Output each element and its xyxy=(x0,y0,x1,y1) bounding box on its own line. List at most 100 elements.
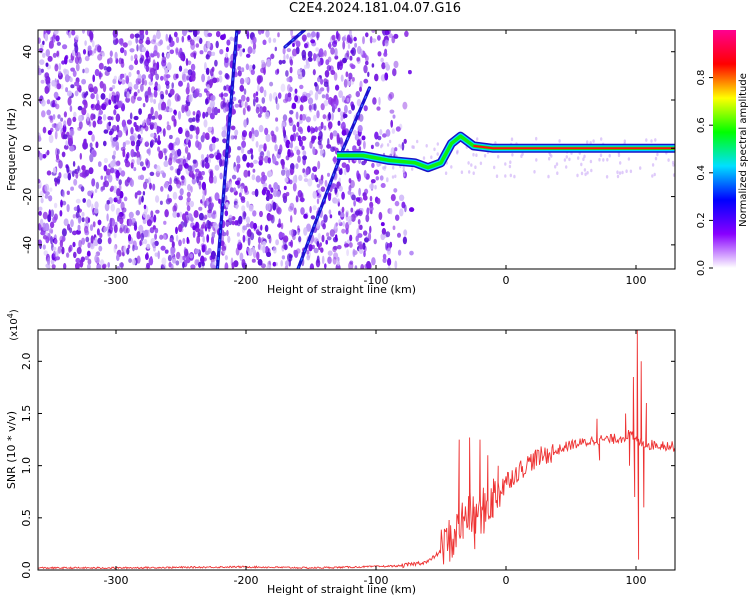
noise-speckle xyxy=(332,157,338,163)
noise-speckle xyxy=(313,247,319,254)
noise-speckle xyxy=(259,144,264,149)
noise-speckle xyxy=(305,116,311,123)
noise-speckle xyxy=(42,154,47,159)
noise-speckle xyxy=(456,149,459,154)
noise-speckle xyxy=(46,149,50,156)
noise-speckle xyxy=(312,166,318,173)
noise-speckle xyxy=(97,116,102,121)
noise-speckle xyxy=(236,232,240,237)
noise-speckle xyxy=(394,200,400,207)
noise-speckle xyxy=(548,152,552,157)
noise-speckle xyxy=(290,215,293,223)
noise-speckle xyxy=(306,249,310,255)
noise-speckle xyxy=(293,207,297,215)
noise-speckle xyxy=(251,258,256,263)
noise-speckle xyxy=(239,77,245,85)
noise-speckle xyxy=(269,81,274,87)
noise-speckle xyxy=(141,74,146,80)
noise-speckle xyxy=(297,229,300,235)
x-tick-label: 0 xyxy=(503,274,510,287)
noise-speckle xyxy=(128,211,134,219)
noise-speckle xyxy=(202,235,205,243)
noise-speckle xyxy=(247,170,251,177)
noise-speckle xyxy=(218,198,221,204)
noise-speckle xyxy=(224,210,229,217)
noise-speckle xyxy=(351,104,355,111)
noise-speckle xyxy=(198,261,202,268)
noise-speckle xyxy=(159,39,163,45)
noise-speckle xyxy=(246,200,250,208)
noise-speckle xyxy=(154,110,159,120)
noise-speckle xyxy=(145,64,150,73)
noise-speckle xyxy=(325,93,329,100)
noise-speckle xyxy=(200,154,205,160)
noise-speckle xyxy=(362,242,366,250)
noise-speckle xyxy=(298,174,303,181)
noise-speckle xyxy=(123,224,128,234)
noise-speckle xyxy=(60,83,64,90)
noise-speckle xyxy=(280,83,286,93)
noise-speckle xyxy=(149,140,154,148)
noise-speckle xyxy=(580,171,584,176)
colorbar-tick-label: 0.6 xyxy=(696,117,707,133)
noise-speckle xyxy=(206,53,209,60)
noise-speckle xyxy=(45,49,50,57)
noise-speckle xyxy=(335,30,339,40)
noise-speckle xyxy=(374,73,379,82)
noise-speckle xyxy=(653,172,656,177)
noise-speckle xyxy=(237,239,241,245)
noise-speckle xyxy=(55,35,60,42)
noise-speckle xyxy=(201,244,206,253)
noise-speckle xyxy=(317,60,322,67)
noise-speckle xyxy=(331,183,337,189)
noise-speckle xyxy=(392,68,397,77)
noise-speckle xyxy=(155,209,160,214)
noise-speckle xyxy=(138,108,142,115)
noise-speckle xyxy=(160,93,165,100)
noise-speckle xyxy=(321,234,325,243)
noise-speckle xyxy=(268,214,274,221)
noise-speckle xyxy=(309,263,314,269)
noise-speckle xyxy=(386,143,390,147)
noise-speckle xyxy=(242,48,245,53)
noise-speckle xyxy=(56,50,60,57)
noise-speckle xyxy=(52,216,57,224)
noise-speckle xyxy=(203,119,208,128)
noise-speckle xyxy=(153,122,158,130)
noise-speckle xyxy=(650,139,653,143)
noise-speckle xyxy=(301,136,307,141)
noise-speckle xyxy=(399,194,405,201)
noise-speckle xyxy=(264,224,269,232)
noise-speckle xyxy=(323,81,329,88)
noise-speckle xyxy=(299,192,304,201)
noise-speckle xyxy=(521,152,524,156)
noise-speckle xyxy=(245,216,251,224)
noise-speckle xyxy=(60,199,63,208)
noise-speckle xyxy=(171,241,175,248)
noise-speckle xyxy=(166,45,170,50)
noise-speckle xyxy=(295,46,300,55)
noise-speckle xyxy=(165,83,170,90)
noise-speckle xyxy=(173,109,177,115)
noise-speckle xyxy=(130,95,136,104)
noise-speckle xyxy=(207,32,213,37)
noise-speckle xyxy=(156,30,161,40)
noise-speckle xyxy=(335,234,338,241)
noise-speckle xyxy=(169,165,174,171)
noise-speckle xyxy=(60,117,64,122)
noise-speckle xyxy=(338,61,343,71)
noise-speckle xyxy=(211,136,217,144)
noise-speckle xyxy=(222,138,227,144)
noise-speckle xyxy=(113,109,117,116)
noise-speckle xyxy=(213,175,217,184)
noise-speckle xyxy=(48,228,54,234)
noise-speckle xyxy=(350,213,356,222)
noise-speckle xyxy=(149,124,154,130)
noise-speckle xyxy=(318,244,321,251)
noise-speckle xyxy=(89,142,93,149)
noise-speckle xyxy=(352,145,357,152)
noise-speckle xyxy=(96,264,102,269)
noise-speckle xyxy=(338,90,343,98)
noise-speckle xyxy=(93,207,99,214)
